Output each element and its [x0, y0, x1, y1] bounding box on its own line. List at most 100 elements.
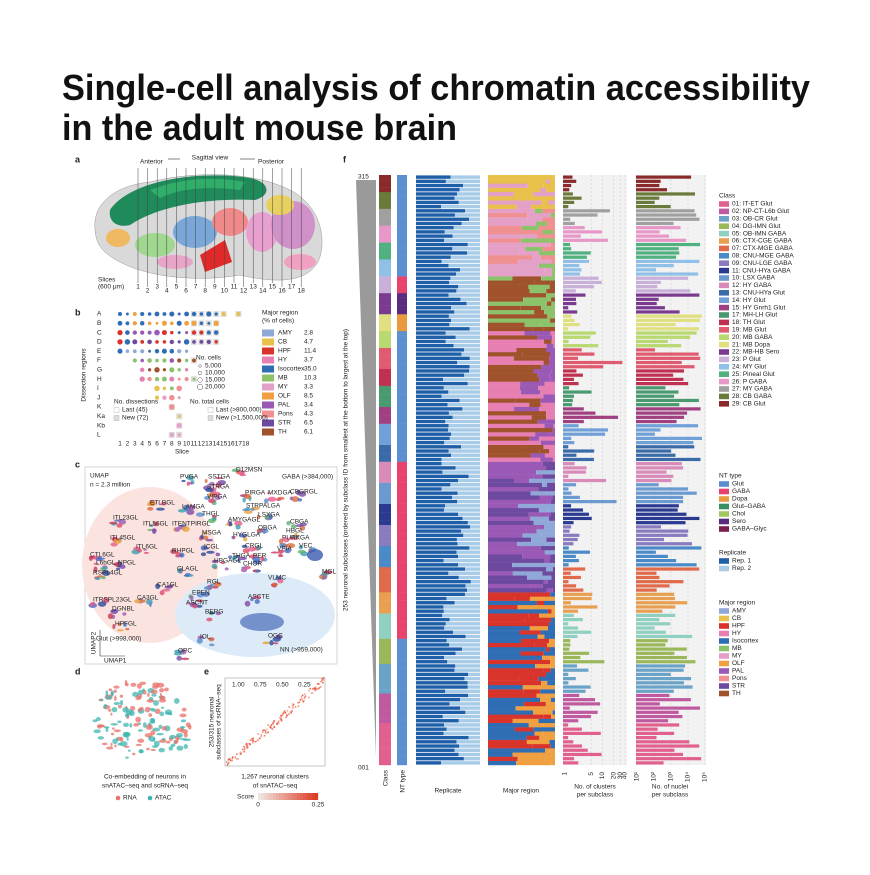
slice-number: 6: [155, 441, 159, 448]
embedding-blob: [164, 687, 169, 692]
nuclei-bar: [636, 335, 691, 339]
dissection-dot: [192, 340, 196, 344]
heatmap-cell: [299, 699, 302, 701]
cluster-bar: [563, 356, 578, 360]
region-segment: [488, 579, 544, 584]
replicate-bar: [416, 221, 462, 226]
heatmap-cell: [288, 706, 290, 708]
region-segment: [540, 402, 555, 407]
nuclei-bar: [636, 415, 685, 419]
slice-number: 7: [163, 441, 167, 448]
legend-label: 21: MB Dopa: [732, 341, 770, 348]
colorbar-step: [291, 793, 295, 800]
cluster-blob: [122, 622, 128, 627]
region-segment: [531, 562, 555, 568]
tick-label: 10: [599, 772, 606, 780]
brain-region: [135, 233, 175, 257]
dissection-dot: [147, 321, 152, 326]
cluster-blob: [256, 545, 262, 551]
region-segment: [530, 271, 553, 277]
cluster-blob: [208, 492, 216, 498]
nuclei-bar: [636, 183, 660, 188]
replicate-bar: [452, 247, 480, 251]
region-segment: [547, 221, 555, 226]
nt-cell: [397, 423, 407, 429]
class-cell: [379, 529, 391, 534]
cluster-blob: [277, 578, 284, 584]
slice-number: 13: [250, 284, 258, 291]
heatmap-cell: [291, 710, 293, 712]
nt-cell: [397, 710, 407, 715]
nt-cell: [397, 326, 407, 332]
nt-cell: [397, 596, 407, 601]
colorbar-step: [309, 793, 313, 800]
replicate-bar: [416, 719, 459, 723]
cluster-blob: [88, 555, 93, 561]
nt-cell: [397, 343, 407, 348]
cluster-blob: [215, 552, 221, 557]
cluster-bar: [563, 672, 569, 676]
nuclei-bar: [636, 727, 658, 731]
tick-label: 0.25: [298, 682, 311, 689]
cluster-bar: [563, 609, 579, 613]
label: Sagittal view: [192, 155, 229, 162]
region-segment: [544, 541, 555, 547]
region-segment: [514, 596, 530, 601]
embedding-blob: [156, 682, 165, 688]
cluster-bar: [563, 188, 570, 192]
region-swatch: [262, 338, 274, 346]
embedding-blob: [137, 738, 145, 743]
embedding-blob: [110, 742, 113, 747]
legend-swatch: [719, 267, 729, 274]
nt-cell: [397, 457, 407, 462]
replicate-bar: [416, 327, 470, 331]
replicate-bar: [451, 306, 480, 310]
replicate-bar: [461, 352, 480, 356]
replicate-bar: [464, 676, 480, 681]
label: 1,267 neuronal clusters: [241, 774, 309, 781]
nt-cell: [397, 288, 407, 294]
cluster-label: ITRSPL23GL: [93, 597, 132, 604]
region-segment: [488, 368, 534, 374]
nuclei-bar: [636, 318, 700, 322]
nt-cell: [397, 179, 407, 184]
embedding-blob: [113, 729, 121, 733]
dissection-dot: [191, 320, 197, 326]
region-segment: [523, 701, 546, 707]
region-segment: [542, 482, 548, 488]
replicate-bar: [416, 373, 465, 377]
nt-cell: [397, 271, 407, 277]
nt-cell: [397, 486, 407, 492]
replicate-bar: [416, 394, 442, 398]
dissection-dot: [132, 339, 138, 345]
replicate-bar: [446, 727, 480, 731]
cluster-blob: [286, 543, 296, 549]
region-segment: [550, 697, 555, 702]
replicate-bar: [416, 440, 445, 445]
region-segment: [488, 183, 528, 188]
cluster-bar: [563, 529, 570, 533]
legend-swatch: [719, 638, 729, 644]
heatmap-cell: [314, 687, 317, 690]
region-segment: [488, 461, 525, 466]
replicate-bar: [416, 579, 471, 584]
legend-label: 23: P Glut: [732, 356, 761, 363]
nt-cell: [397, 529, 407, 534]
class-cell: [379, 600, 391, 606]
region-segment: [488, 465, 517, 471]
region-segment: [488, 697, 541, 702]
region-segment: [546, 566, 553, 572]
region-segment: [488, 314, 548, 319]
tick-label: 10⁵: [702, 772, 709, 782]
cluster-blob: [278, 553, 283, 556]
replicate-bar: [416, 710, 466, 715]
tick-label: 5: [588, 772, 595, 776]
cluster-bar: [563, 306, 569, 310]
nt-cell: [397, 347, 407, 353]
region-segment: [540, 689, 555, 694]
region-segment: [488, 714, 544, 719]
replicate-bar: [457, 499, 480, 504]
class-cell: [379, 246, 391, 252]
region-segment: [546, 288, 555, 294]
nt-cell: [397, 524, 407, 530]
